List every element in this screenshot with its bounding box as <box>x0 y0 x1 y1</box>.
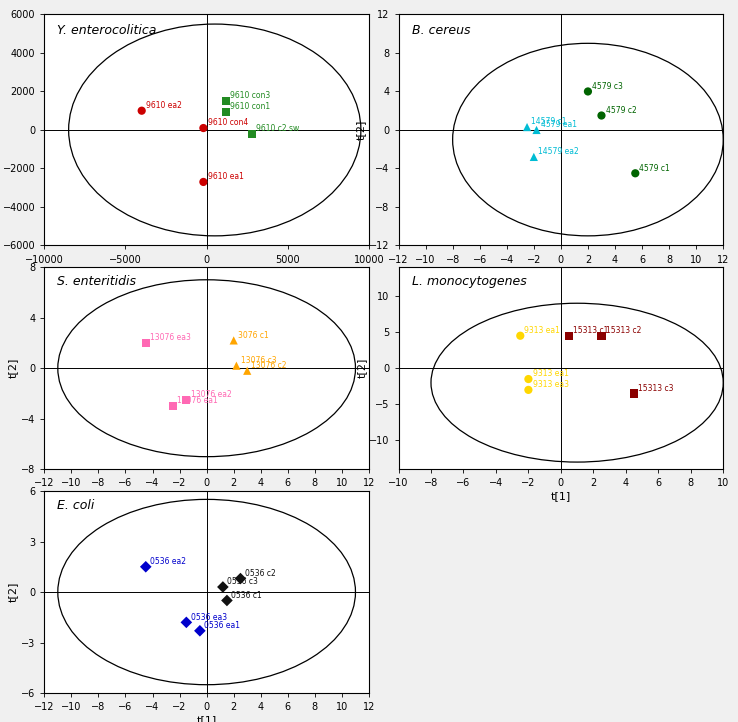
X-axis label: t[1]: t[1] <box>196 491 217 501</box>
Text: 0536 ea2: 0536 ea2 <box>150 557 186 566</box>
Point <box>221 595 233 606</box>
Point <box>523 384 534 396</box>
Y-axis label: t[2]: t[2] <box>8 582 18 602</box>
Text: Y. enterocolitica: Y. enterocolitica <box>58 24 156 37</box>
Text: 9313 ea1: 9313 ea1 <box>533 369 568 378</box>
Text: 14579 c1: 14579 c1 <box>531 117 567 126</box>
Point <box>198 176 210 188</box>
Text: 15313 c3: 15313 c3 <box>638 383 674 393</box>
Point <box>514 330 526 342</box>
Point <box>181 394 193 406</box>
Point <box>181 617 193 628</box>
Text: 9610 con4: 9610 con4 <box>207 118 248 127</box>
Point <box>220 106 232 118</box>
Text: S. enteritidis: S. enteritidis <box>58 275 137 288</box>
Text: 3076 c1: 3076 c1 <box>238 331 269 339</box>
Text: 14579 ea2: 14579 ea2 <box>538 147 579 156</box>
Text: 4579 c2: 4579 c2 <box>606 105 636 115</box>
X-axis label: t[1]: t[1] <box>196 267 217 277</box>
Point <box>523 373 534 385</box>
Text: 13076 ea1: 13076 ea1 <box>177 396 218 405</box>
Text: 4579 c1: 4579 c1 <box>639 163 670 173</box>
Point <box>220 95 232 107</box>
Text: 15313 c2: 15313 c2 <box>606 326 641 335</box>
Point <box>582 86 594 97</box>
Text: 13076 c3: 13076 c3 <box>241 356 276 365</box>
X-axis label: t[1]: t[1] <box>551 267 571 277</box>
Y-axis label: t[2]: t[2] <box>356 120 366 140</box>
Text: 4579 ea1: 4579 ea1 <box>541 120 576 129</box>
Point <box>139 561 152 573</box>
Text: 0536 c3: 0536 c3 <box>227 577 258 586</box>
Point <box>628 388 640 399</box>
Point <box>596 330 607 342</box>
Point <box>198 122 210 134</box>
Text: 13076 ea3: 13076 ea3 <box>150 333 191 342</box>
Point <box>136 105 148 116</box>
Text: E. coli: E. coli <box>58 499 94 512</box>
Point <box>167 400 179 412</box>
X-axis label: t[1]: t[1] <box>196 715 217 722</box>
Y-axis label: t[2]: t[2] <box>8 358 18 378</box>
Text: L. monocytogenes: L. monocytogenes <box>412 275 526 288</box>
Point <box>235 573 246 584</box>
Point <box>521 121 533 133</box>
Text: 9610 con1: 9610 con1 <box>230 102 270 111</box>
Y-axis label: t[2]: t[2] <box>356 358 366 378</box>
Point <box>241 365 253 377</box>
Point <box>217 581 229 593</box>
Text: 0536 ea1: 0536 ea1 <box>204 621 240 630</box>
Text: 9610 ea2: 9610 ea2 <box>146 101 182 110</box>
Text: 4579 c3: 4579 c3 <box>592 82 623 91</box>
Text: 0536 ea3: 0536 ea3 <box>190 612 227 622</box>
Text: 9610 ea1: 9610 ea1 <box>207 172 244 181</box>
Point <box>228 335 240 347</box>
Text: 0536 c2: 0536 c2 <box>244 569 275 578</box>
Text: B. cereus: B. cereus <box>412 24 470 37</box>
Point <box>563 330 575 342</box>
Point <box>528 151 539 162</box>
Text: 13076 ea2: 13076 ea2 <box>190 390 231 399</box>
X-axis label: t[1]: t[1] <box>551 491 571 501</box>
Text: 9313 ea3: 9313 ea3 <box>533 380 568 389</box>
Text: 9313 ea1: 9313 ea1 <box>525 326 560 335</box>
Point <box>194 625 206 637</box>
Point <box>630 168 641 179</box>
Point <box>139 337 152 349</box>
Text: 0536 c1: 0536 c1 <box>231 591 262 600</box>
Point <box>531 124 542 136</box>
Point <box>230 360 242 372</box>
Text: 15313 c1: 15313 c1 <box>573 326 609 335</box>
Text: 13076 c2: 13076 c2 <box>252 361 287 370</box>
Point <box>596 110 607 121</box>
Point <box>246 128 258 139</box>
Text: 9610 con3: 9610 con3 <box>230 91 271 100</box>
Text: 9610 c2 sw: 9610 c2 sw <box>256 124 300 133</box>
